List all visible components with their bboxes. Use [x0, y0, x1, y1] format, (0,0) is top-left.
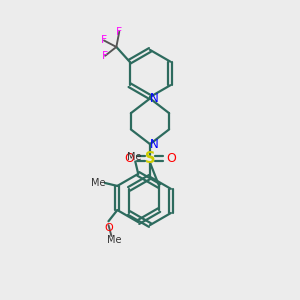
Text: N: N — [149, 138, 158, 151]
Text: Me: Me — [91, 178, 106, 188]
Text: Me: Me — [107, 235, 122, 244]
Text: Me: Me — [127, 152, 141, 162]
Text: O: O — [166, 152, 176, 165]
Text: O: O — [124, 152, 134, 165]
Text: S: S — [145, 151, 155, 166]
Text: O: O — [104, 223, 113, 233]
Text: F: F — [101, 35, 107, 46]
Text: N: N — [149, 92, 158, 105]
Text: F: F — [102, 51, 108, 61]
Text: F: F — [116, 27, 122, 37]
